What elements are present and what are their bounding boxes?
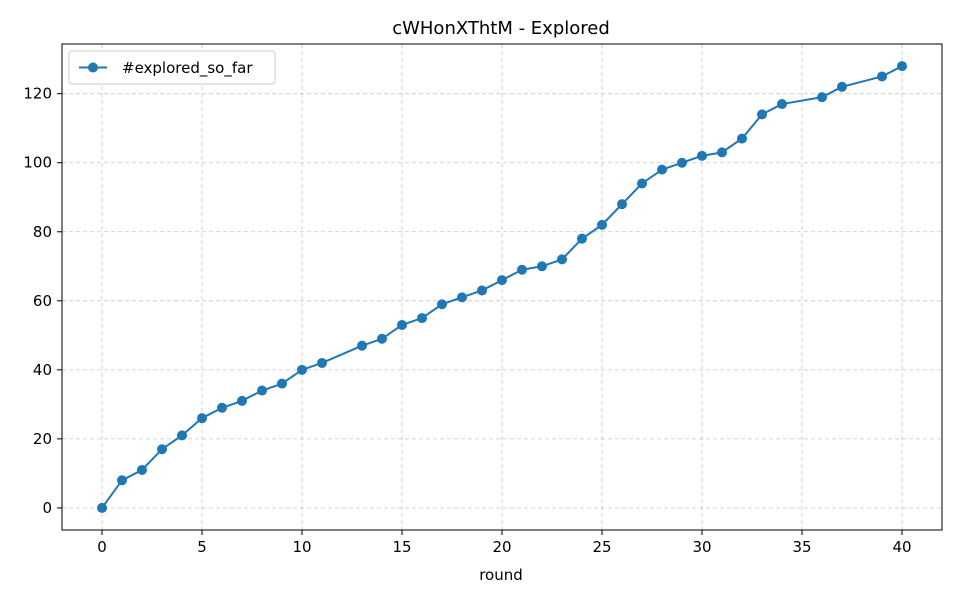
x-tick-label: 25 [592, 538, 611, 556]
data-point [697, 150, 707, 161]
y-tick-label: 120 [23, 85, 52, 103]
legend-marker-swatch [88, 62, 98, 73]
y-tick-label: 40 [33, 361, 52, 379]
data-point [357, 340, 367, 351]
data-point [137, 464, 147, 475]
y-tick-label: 100 [23, 154, 52, 172]
x-axis: 0 5 10 15 20 25 30 35 40 [97, 530, 912, 556]
data-point [197, 413, 207, 424]
x-tick-label: 10 [292, 538, 311, 556]
data-point [457, 292, 467, 303]
data-point [517, 264, 527, 275]
y-axis: 0 20 40 60 80 100 120 [23, 85, 62, 517]
data-point [117, 475, 127, 486]
data-point [437, 299, 447, 310]
data-point [157, 444, 167, 455]
data-point [617, 199, 627, 210]
x-tick-label: 15 [392, 538, 411, 556]
data-point [97, 502, 107, 513]
data-point [597, 219, 607, 230]
y-tick-label: 60 [33, 292, 52, 310]
legend-box [68, 50, 276, 85]
data-point [257, 385, 267, 396]
data-point [377, 333, 387, 344]
series-layer [97, 61, 907, 513]
data-point [657, 164, 667, 175]
data-point [737, 133, 747, 144]
x-tick-label: 40 [892, 538, 911, 556]
chart-title: cWHonXThtM - Explored [392, 18, 610, 39]
data-point [897, 61, 907, 72]
data-point [397, 319, 407, 330]
data-point [277, 378, 287, 389]
data-point [557, 254, 567, 265]
x-tick-label: 20 [492, 538, 511, 556]
data-point [317, 357, 327, 368]
data-point [177, 430, 187, 441]
data-point [497, 275, 507, 286]
y-tick-label: 80 [33, 223, 52, 241]
data-point [757, 109, 767, 120]
legend: #explored_so_far [68, 50, 276, 85]
y-tick-label: 0 [42, 499, 52, 517]
data-point [677, 157, 687, 168]
legend-label: #explored_so_far [122, 59, 253, 78]
data-point [817, 92, 827, 103]
data-point [837, 81, 847, 92]
data-point [297, 364, 307, 375]
data-point [777, 99, 787, 110]
data-point [237, 395, 247, 406]
data-point [717, 147, 727, 158]
data-point [537, 261, 547, 272]
x-tick-label: 35 [792, 538, 811, 556]
data-point [217, 402, 227, 413]
data-point [417, 313, 427, 324]
data-point [637, 178, 647, 189]
data-point [477, 285, 487, 296]
y-tick-label: 20 [33, 430, 52, 448]
data-point [577, 233, 587, 244]
data-point [877, 71, 887, 82]
x-tick-label: 30 [692, 538, 711, 556]
x-tick-label: 0 [97, 538, 107, 556]
x-tick-label: 5 [197, 538, 207, 556]
x-axis-label: round [479, 566, 523, 584]
